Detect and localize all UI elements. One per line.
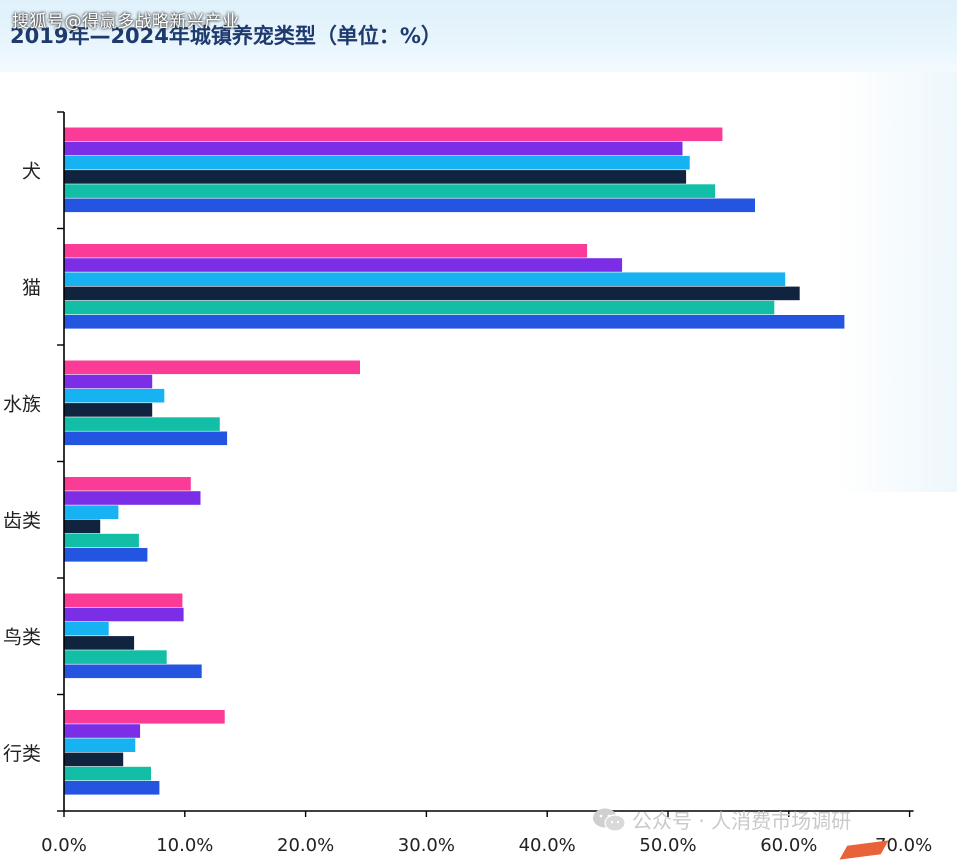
- category-label: 行类: [3, 743, 41, 765]
- bar-4-2: [64, 621, 109, 636]
- watermark-text: 公众号 · 人消费市场调研: [632, 809, 852, 833]
- bar-3-1: [64, 491, 201, 505]
- bar-4-3: [64, 636, 135, 650]
- bar-5-3: [64, 752, 124, 767]
- x-tick-label: 70.0%: [875, 835, 932, 855]
- bar-5-1: [64, 724, 141, 738]
- bar-3-4: [64, 533, 139, 548]
- background-fade: [837, 72, 957, 492]
- x-tick-label: 60.0%: [760, 835, 817, 855]
- x-tick-label: 50.0%: [639, 835, 696, 855]
- bar-0-0: [64, 127, 723, 142]
- category-label: 齿类: [3, 510, 41, 532]
- x-tick-label: 20.0%: [277, 835, 334, 855]
- bar-5-4: [64, 766, 151, 781]
- bar-3-5: [64, 548, 148, 562]
- category-label: 犬: [22, 160, 41, 182]
- bar-5-0: [64, 710, 225, 724]
- watermark: 公众号 · 人消费市场调研: [592, 805, 851, 834]
- bar-0-3: [64, 170, 687, 184]
- bar-5-5: [64, 781, 160, 795]
- title-band: [0, 0, 957, 72]
- bar-1-0: [64, 244, 588, 258]
- bar-3-0: [64, 477, 191, 491]
- wechat-icon: [593, 808, 626, 832]
- chart-title: 2019年—2024年城镇养宠类型（单位：%）: [10, 24, 442, 48]
- source-tag: 搜狐号@得赢多战略新兴产业: [12, 12, 240, 32]
- x-tick-label: 0.0%: [41, 835, 87, 855]
- category-label: 水族: [3, 393, 41, 415]
- bar-4-5: [64, 664, 202, 679]
- bars-group: [64, 127, 845, 795]
- bar-1-2: [64, 272, 786, 286]
- bar-2-1: [64, 374, 153, 389]
- bar-2-5: [64, 431, 228, 446]
- bar-2-3: [64, 403, 153, 417]
- bar-1-5: [64, 315, 845, 329]
- bar-2-4: [64, 417, 220, 431]
- x-tick-label: 30.0%: [398, 835, 455, 855]
- axes-group: [57, 111, 914, 817]
- x-tick-label: 10.0%: [156, 835, 213, 855]
- bar-0-1: [64, 141, 683, 156]
- bar-4-0: [64, 593, 183, 608]
- category-label: 鸟类: [3, 626, 41, 648]
- bar-1-1: [64, 258, 623, 272]
- bar-3-3: [64, 519, 101, 534]
- bar-2-2: [64, 388, 165, 403]
- bar-5-2: [64, 738, 136, 752]
- bar-0-4: [64, 184, 716, 198]
- bar-3-2: [64, 505, 119, 519]
- bar-4-1: [64, 607, 184, 622]
- category-label: 猫: [22, 277, 41, 299]
- bar-1-3: [64, 286, 800, 301]
- bar-2-0: [64, 360, 360, 375]
- x-tick-label: 40.0%: [519, 835, 576, 855]
- bar-0-2: [64, 155, 690, 170]
- bar-4-4: [64, 650, 167, 664]
- bar-1-4: [64, 300, 775, 315]
- bar-0-5: [64, 198, 755, 213]
